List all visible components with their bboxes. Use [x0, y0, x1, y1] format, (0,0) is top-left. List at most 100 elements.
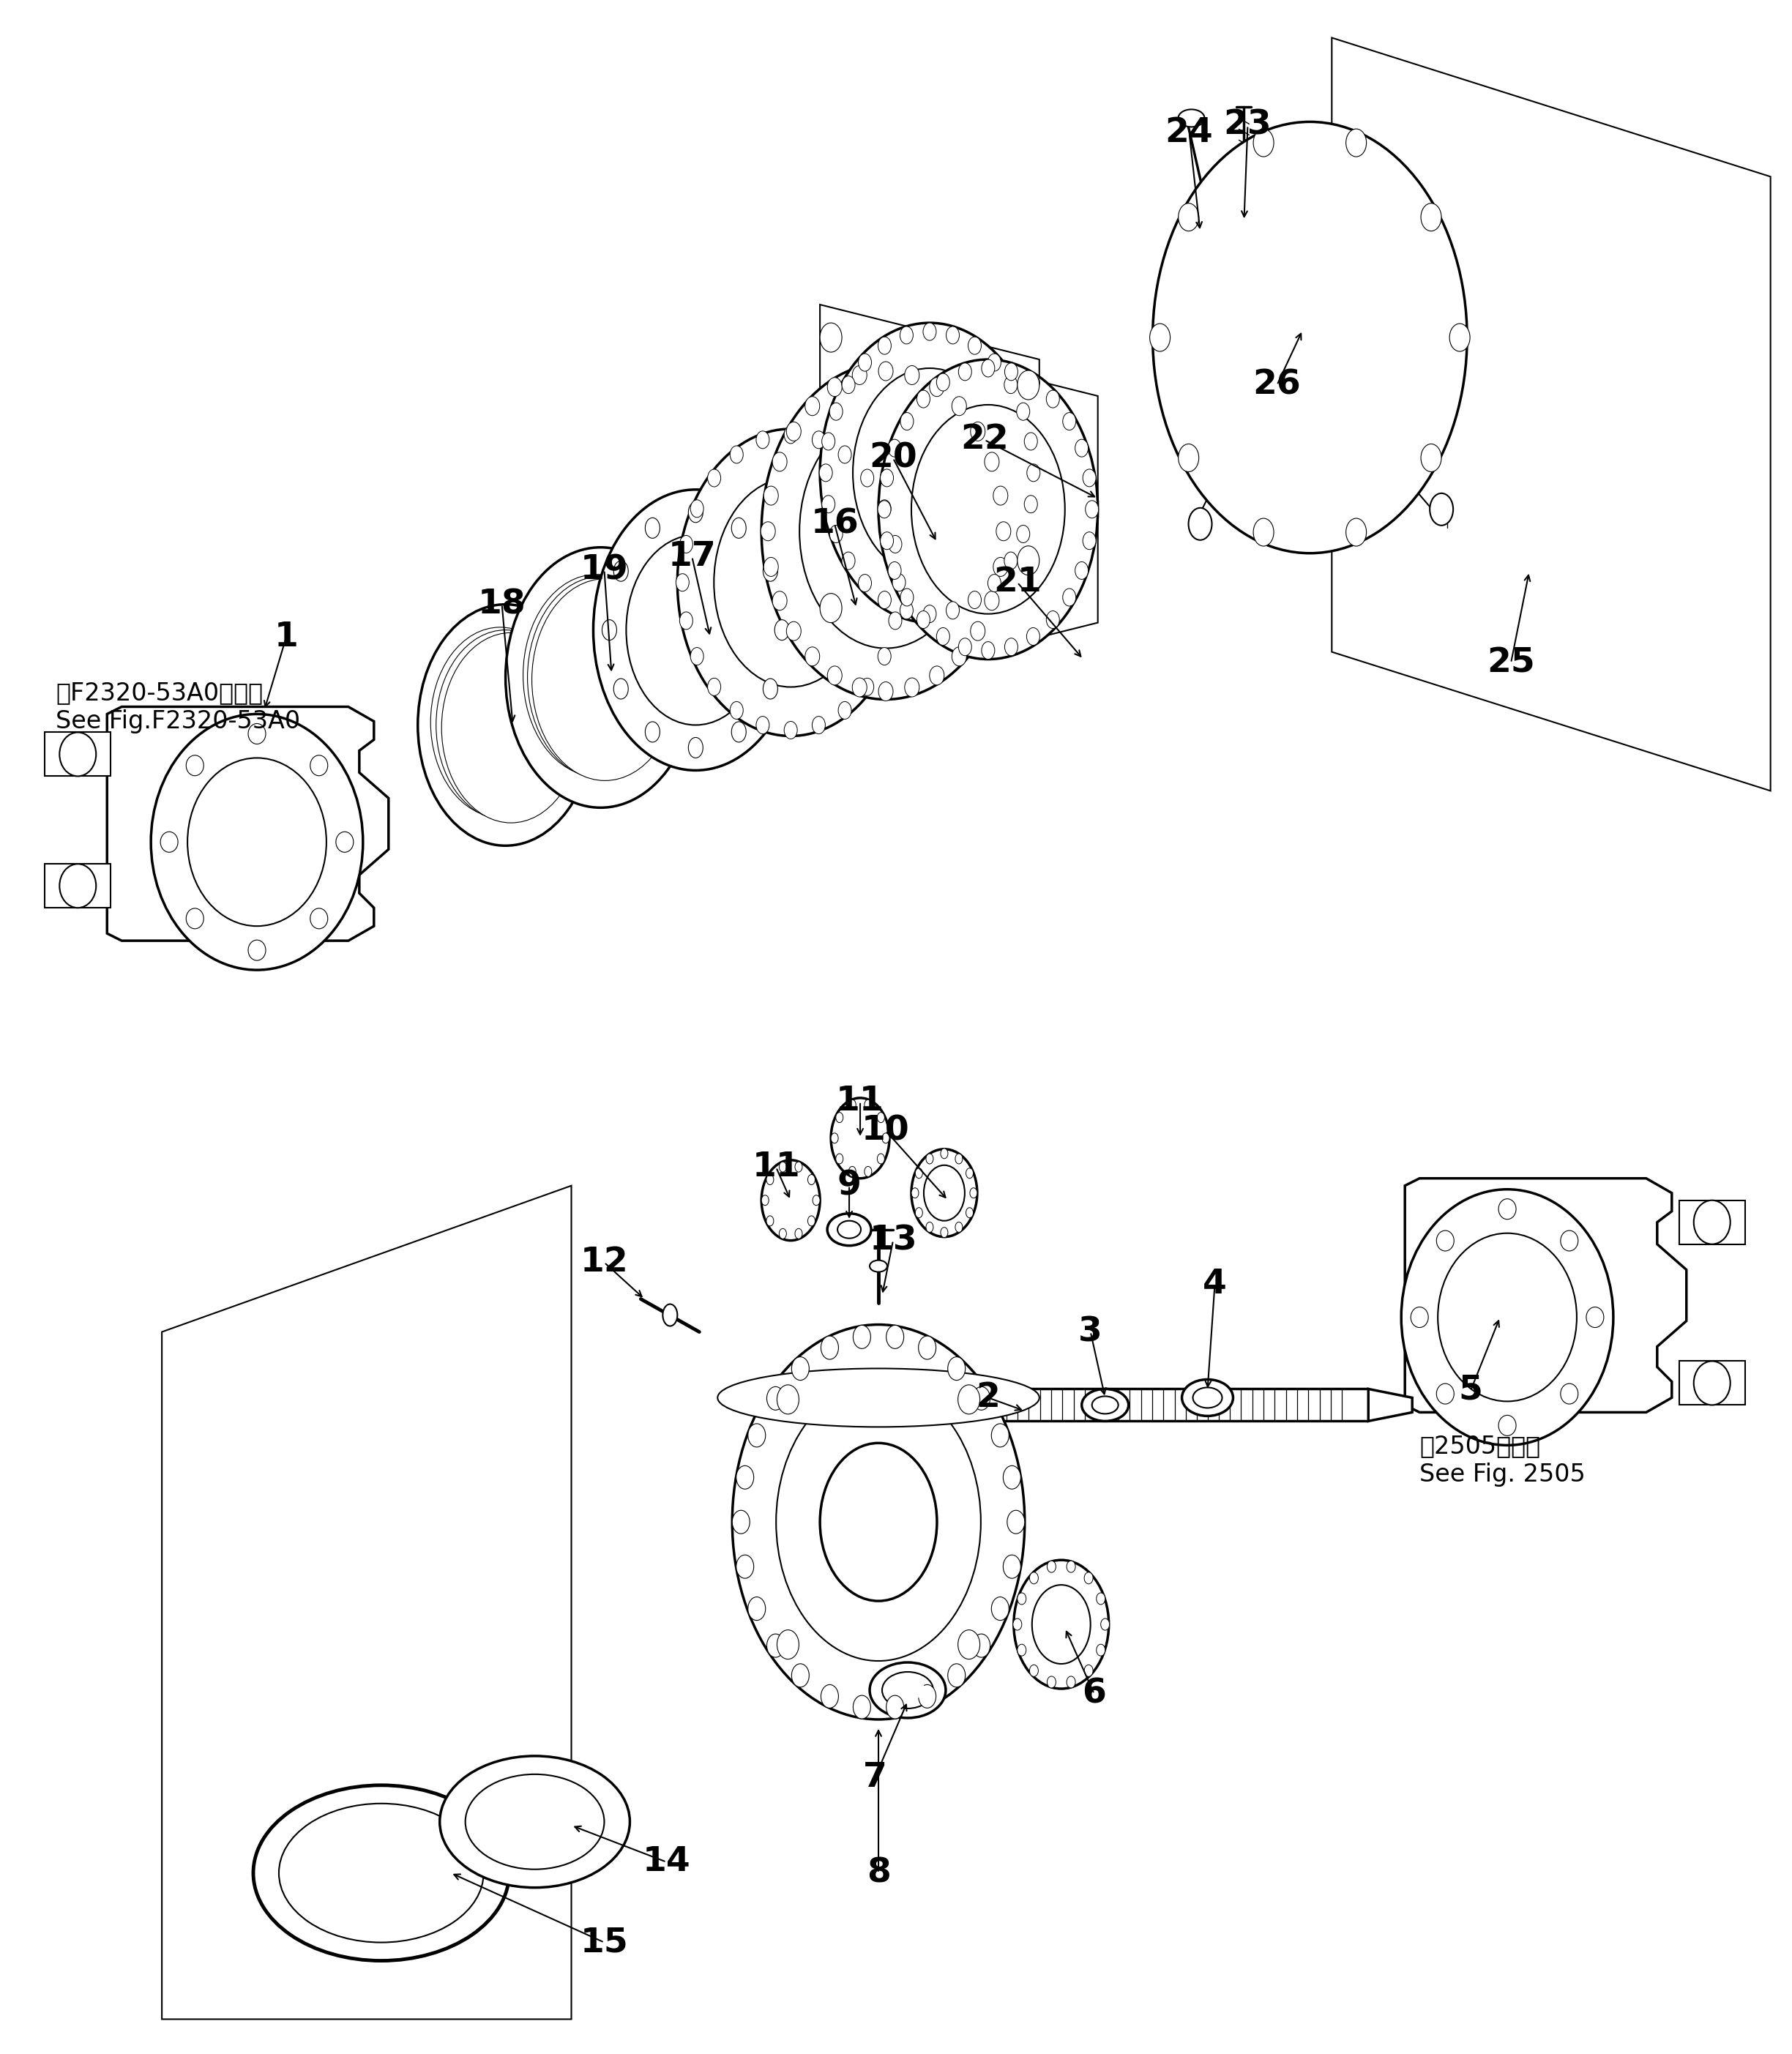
Ellipse shape: [763, 561, 778, 581]
Ellipse shape: [780, 1228, 787, 1239]
Ellipse shape: [708, 678, 720, 696]
Ellipse shape: [853, 1695, 871, 1719]
Text: 18: 18: [478, 587, 525, 620]
Ellipse shape: [1498, 1415, 1516, 1436]
Polygon shape: [45, 733, 111, 776]
Ellipse shape: [959, 364, 971, 380]
Ellipse shape: [593, 489, 797, 770]
Ellipse shape: [731, 518, 745, 538]
Ellipse shape: [878, 682, 892, 700]
Ellipse shape: [762, 1195, 769, 1206]
Ellipse shape: [878, 501, 891, 518]
Ellipse shape: [1082, 468, 1097, 487]
Ellipse shape: [849, 1099, 857, 1109]
Ellipse shape: [828, 378, 842, 396]
Ellipse shape: [853, 678, 867, 696]
Text: 15: 15: [581, 1927, 629, 1960]
Ellipse shape: [1561, 1230, 1579, 1251]
Ellipse shape: [1437, 1232, 1577, 1401]
Ellipse shape: [849, 1167, 857, 1177]
Ellipse shape: [919, 1684, 935, 1709]
Ellipse shape: [919, 1335, 935, 1360]
Text: 10: 10: [862, 1115, 910, 1148]
Polygon shape: [161, 1185, 572, 2019]
Ellipse shape: [778, 1384, 799, 1413]
Ellipse shape: [923, 606, 935, 622]
Ellipse shape: [878, 647, 891, 665]
Ellipse shape: [839, 702, 851, 719]
Ellipse shape: [1437, 1230, 1453, 1251]
Ellipse shape: [688, 501, 702, 522]
Ellipse shape: [959, 1631, 980, 1660]
Polygon shape: [1405, 1179, 1686, 1413]
Text: 11: 11: [753, 1150, 801, 1183]
Ellipse shape: [889, 612, 901, 629]
Ellipse shape: [918, 390, 930, 409]
Ellipse shape: [812, 717, 826, 733]
Ellipse shape: [923, 322, 935, 341]
Ellipse shape: [987, 353, 1002, 372]
Ellipse shape: [1066, 1561, 1075, 1573]
Ellipse shape: [335, 832, 353, 852]
Ellipse shape: [839, 446, 851, 464]
Ellipse shape: [186, 908, 204, 928]
Ellipse shape: [905, 678, 919, 696]
Ellipse shape: [1018, 370, 1039, 401]
Ellipse shape: [905, 366, 919, 384]
Ellipse shape: [1047, 1676, 1055, 1688]
Ellipse shape: [1097, 1643, 1106, 1656]
Ellipse shape: [821, 1335, 839, 1360]
Ellipse shape: [996, 522, 1011, 540]
Ellipse shape: [677, 429, 903, 735]
Text: 11: 11: [837, 1085, 883, 1117]
Ellipse shape: [808, 1216, 815, 1226]
Text: 25: 25: [1487, 647, 1536, 680]
Ellipse shape: [756, 717, 769, 733]
Ellipse shape: [987, 575, 1002, 592]
Ellipse shape: [823, 433, 835, 450]
Ellipse shape: [1047, 390, 1059, 409]
Ellipse shape: [892, 573, 905, 592]
Ellipse shape: [889, 563, 901, 579]
Ellipse shape: [853, 366, 867, 384]
Ellipse shape: [767, 1386, 785, 1409]
Ellipse shape: [1430, 493, 1453, 526]
Ellipse shape: [435, 631, 575, 820]
Text: 26: 26: [1253, 368, 1301, 401]
Text: 16: 16: [810, 507, 858, 540]
Ellipse shape: [952, 647, 966, 665]
Ellipse shape: [948, 1664, 966, 1686]
Ellipse shape: [916, 1169, 923, 1179]
Ellipse shape: [1401, 1189, 1613, 1446]
Ellipse shape: [731, 721, 745, 741]
Ellipse shape: [625, 534, 765, 725]
Ellipse shape: [679, 612, 694, 629]
Polygon shape: [1331, 37, 1770, 791]
Ellipse shape: [729, 446, 744, 464]
Ellipse shape: [1437, 1384, 1453, 1405]
Ellipse shape: [973, 1633, 991, 1658]
Ellipse shape: [1084, 1571, 1093, 1584]
Ellipse shape: [1066, 1676, 1075, 1688]
Ellipse shape: [418, 604, 593, 846]
Ellipse shape: [830, 403, 842, 421]
Ellipse shape: [946, 602, 959, 618]
Ellipse shape: [663, 1304, 677, 1327]
Ellipse shape: [676, 573, 690, 592]
Ellipse shape: [767, 1216, 774, 1226]
Ellipse shape: [1005, 639, 1018, 655]
Ellipse shape: [1152, 121, 1468, 553]
Ellipse shape: [1450, 325, 1469, 351]
Ellipse shape: [1693, 1200, 1731, 1245]
Ellipse shape: [787, 622, 801, 641]
Ellipse shape: [1004, 1467, 1021, 1489]
Ellipse shape: [903, 1682, 926, 1699]
Ellipse shape: [188, 758, 326, 926]
Ellipse shape: [930, 665, 944, 686]
Text: 3: 3: [1079, 1315, 1102, 1347]
Ellipse shape: [747, 1596, 765, 1621]
Polygon shape: [1369, 1389, 1412, 1421]
Text: 17: 17: [668, 540, 717, 573]
Ellipse shape: [821, 322, 842, 351]
Ellipse shape: [882, 1672, 934, 1709]
